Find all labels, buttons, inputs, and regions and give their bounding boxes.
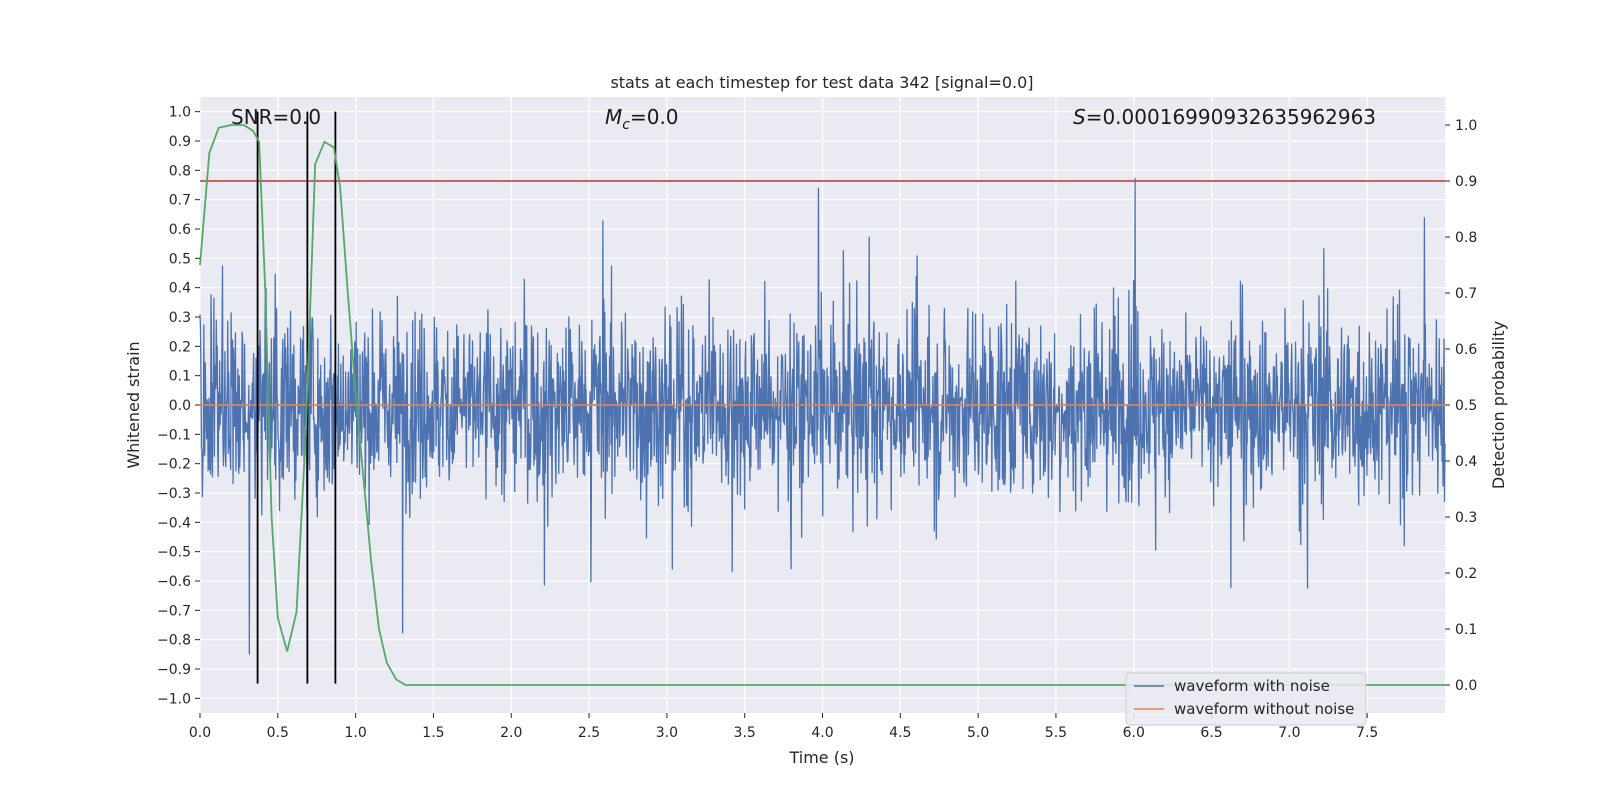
- x-tick-label: 0.5: [267, 725, 289, 741]
- y2-tick-label: 1.0: [1455, 118, 1477, 134]
- y-tick-label: 0.5: [169, 251, 191, 267]
- y2-tick-label: 0.4: [1455, 454, 1477, 470]
- y2-tick-label: 0.8: [1455, 230, 1477, 246]
- legend: waveform with noise waveform without noi…: [1125, 672, 1367, 726]
- legend-box: [1125, 672, 1367, 726]
- y2-tick-label: 0.1: [1455, 622, 1477, 638]
- y-tick-label: −0.1: [157, 427, 191, 443]
- mc-value: =0.0: [630, 105, 679, 129]
- series-waveform-with-noise: [199, 178, 1446, 655]
- y-tick-label: 0.7: [169, 193, 191, 209]
- y-tick-label: −0.9: [157, 662, 191, 678]
- x-tick-label: 4.0: [811, 725, 833, 741]
- y-tick-label: 0.3: [169, 310, 191, 326]
- x-tick-label: 1.5: [422, 725, 444, 741]
- x-axis-title: Time (s): [788, 748, 854, 767]
- legend-label-clean: waveform without noise: [1174, 700, 1354, 718]
- y-tick-label: 1.0: [169, 105, 191, 121]
- s-value: =0.00016990932635962963: [1086, 105, 1376, 129]
- y2-tick-label: 0.2: [1455, 566, 1477, 582]
- x-tick-label: 0.0: [189, 725, 211, 741]
- x-tick-label: 5.0: [967, 725, 989, 741]
- x-tick-label: 4.5: [889, 725, 911, 741]
- s-annotation: S=0.00016990932635962963: [1073, 105, 1376, 129]
- y2-tick-label: 0.7: [1455, 286, 1477, 302]
- x-tick-label: 3.5: [734, 725, 756, 741]
- y2-tick-label: 0.6: [1455, 342, 1477, 358]
- x-tick-label: 7.0: [1278, 725, 1300, 741]
- s-symbol: S: [1073, 105, 1086, 129]
- y-tick-label: −0.4: [157, 515, 191, 531]
- y2-tick-label: 0.9: [1455, 174, 1477, 190]
- y-tick-label: −0.5: [157, 545, 191, 561]
- legend-label-noise: waveform with noise: [1174, 677, 1330, 695]
- y-tick-label: 0.4: [169, 281, 191, 297]
- lines-layer: [199, 111, 1445, 686]
- y-tick-label: 0.6: [169, 222, 191, 238]
- y-axis-title: Whitened strain: [124, 341, 143, 468]
- y-tick-label: −0.8: [157, 633, 191, 649]
- x-tick-label: 2.0: [500, 725, 522, 741]
- y-tick-label: 0.0: [169, 398, 191, 414]
- mc-subscript: c: [622, 117, 630, 133]
- x-tick-label: 2.5: [578, 725, 600, 741]
- chart-title: stats at each timestep for test data 342…: [610, 73, 1033, 92]
- y-tick-label: 0.9: [169, 134, 191, 150]
- y-tick-label: 0.2: [169, 339, 191, 355]
- noise-waveform-path: [199, 178, 1446, 655]
- x-tick-label: 3.0: [656, 725, 678, 741]
- x-tick-label: 6.5: [1200, 725, 1222, 741]
- y-tick-label: −0.7: [157, 603, 191, 619]
- y-tick-label: 0.1: [169, 369, 191, 385]
- x-tick-label: 5.5: [1045, 725, 1067, 741]
- y2-tick-label: 0.3: [1455, 510, 1477, 526]
- snr-annotation: SNR=0.0: [231, 105, 321, 129]
- y-tick-label: −1.0: [157, 691, 191, 707]
- x-tick-label: 7.5: [1356, 725, 1378, 741]
- mc-symbol: M: [605, 105, 622, 129]
- detection-probability-line: [199, 124, 1445, 686]
- x-tick-label: 1.0: [344, 725, 366, 741]
- mc-annotation: Mc=0.0: [605, 105, 679, 133]
- y-tick-label: 0.8: [169, 163, 191, 179]
- y-tick-label: −0.3: [157, 486, 191, 502]
- axes-layer: 0.0 0.5 1.0 1.5 2.0 2.5 3.0 3.5 4.0 4.5 5.0 5.5 6.0 6…: [157, 105, 1477, 741]
- y-tick-label: −0.6: [157, 574, 191, 590]
- x-tick-label: 6.0: [1123, 725, 1145, 741]
- y2-tick-label: 0.0: [1455, 678, 1477, 694]
- y2-tick-label: 0.5: [1455, 398, 1477, 414]
- y2-axis-title: Detection probability: [1489, 321, 1508, 489]
- y-tick-label: −0.2: [157, 457, 191, 473]
